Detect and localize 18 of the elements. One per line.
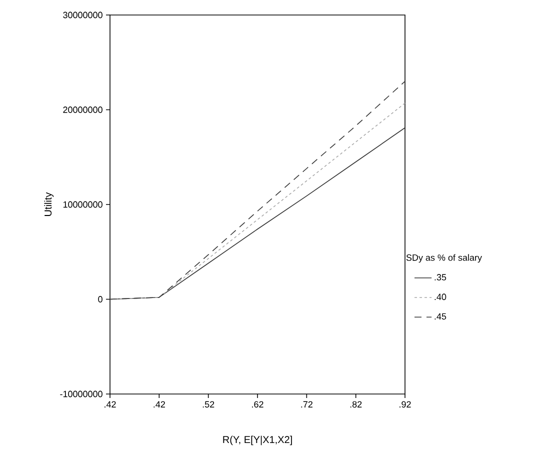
x-tick-label: .52 (202, 401, 214, 408)
x-tick-label: .92 (400, 401, 411, 408)
y-tick-label: 20000000 (63, 106, 102, 113)
y-tick-label: 10000000 (63, 201, 102, 208)
legend-label: .35 (434, 274, 446, 280)
x-tick-label: .72 (301, 401, 312, 408)
legend-label: .45 (434, 313, 446, 320)
x-tick-label: .42 (154, 401, 165, 408)
y-tick-label: 30000000 (63, 12, 102, 18)
y-axis-title: Utility (44, 192, 54, 216)
x-tick-label: .62 (252, 401, 264, 408)
x-axis-title: R(Y, E[Y|X1,X2] (223, 436, 292, 446)
y-tick-label: 0 (98, 296, 102, 302)
x-tick-label: .82 (350, 401, 362, 408)
x-tick-label: .42 (104, 401, 116, 408)
legend-label: .40 (434, 294, 446, 300)
legend-title: SDy as % of salary (406, 254, 482, 263)
y-tick-label: -10000000 (60, 390, 102, 398)
